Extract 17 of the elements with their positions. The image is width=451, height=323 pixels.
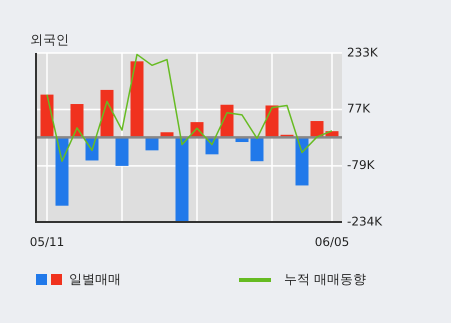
line-series (46, 54, 333, 162)
bar (116, 137, 128, 166)
bar (130, 61, 144, 138)
y-tick-label: -79K (347, 158, 376, 172)
y-tick-label: 77K (347, 102, 372, 116)
bar (296, 137, 308, 186)
bar (250, 137, 264, 162)
bar (56, 137, 68, 206)
bar (176, 137, 188, 222)
x-tick-label: 05/11 (30, 235, 64, 249)
legend-label: 누적 매매동향 (284, 272, 366, 288)
x-tick-label: 06/05 (314, 235, 350, 249)
bar (146, 137, 158, 150)
y-tick-label: -234K (347, 214, 384, 228)
legend-label: 일별매매 (69, 272, 121, 288)
chart-title: 외국인 (30, 33, 69, 48)
y-tick-label: 233K (347, 45, 379, 60)
